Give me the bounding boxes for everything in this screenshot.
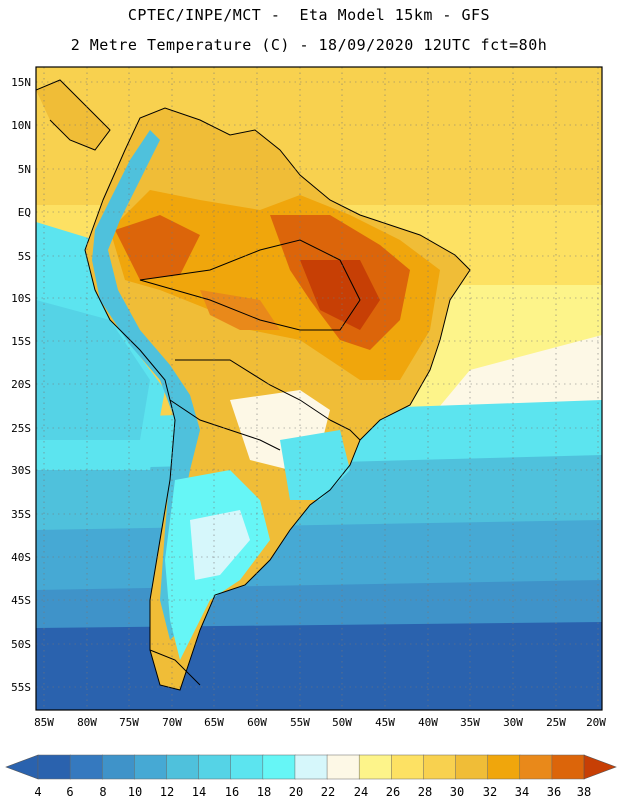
lat-label: 10N: [11, 119, 31, 132]
colorbar-low-arrow: [5, 754, 39, 780]
land-hot-west-amazon: [115, 215, 200, 280]
colorbar-label: 30: [450, 785, 464, 799]
lat-label: 45S: [11, 594, 31, 607]
colorbar-swatch: [326, 754, 360, 780]
lon-label: 75W: [119, 716, 139, 729]
graticule: [36, 67, 602, 710]
lon-label: 60W: [247, 716, 267, 729]
lon-label: 70W: [162, 716, 182, 729]
lon-label: 65W: [204, 716, 224, 729]
colorbar-swatch: [166, 754, 200, 780]
coastlines-borders: [36, 79, 471, 691]
lat-label: 30S: [11, 464, 31, 477]
brazil-west-border: [139, 239, 361, 331]
lat-label: 5S: [18, 250, 31, 263]
central-america-coast: [36, 79, 111, 151]
lon-label: 25W: [546, 716, 566, 729]
bolivia-paraguay-border: [175, 359, 331, 421]
colorbar-label: 12: [160, 785, 174, 799]
colorbar-swatch: [101, 754, 136, 780]
colorbar: 4 6 8 10 12 14 16 18 20 22 24 26 28 30 3…: [5, 754, 617, 799]
colorbar-label: 20: [289, 785, 303, 799]
colorbar-label: 36: [547, 785, 561, 799]
colorbar-swatch: [358, 754, 393, 780]
lat-label: 20S: [11, 378, 31, 391]
temperature-field: [36, 67, 602, 710]
colorbar-label: 14: [192, 785, 206, 799]
colorbar-label: 34: [515, 785, 529, 799]
colorbar-swatch: [69, 754, 103, 780]
lat-label: 15S: [11, 335, 31, 348]
lat-label: EQ: [18, 206, 31, 219]
lat-label: 25S: [11, 422, 31, 435]
colorbar-swatch: [487, 754, 521, 780]
ocean-band-4: [36, 622, 602, 710]
lon-label: 50W: [332, 716, 352, 729]
colorbar-swatch: [519, 754, 553, 780]
lon-label: 85W: [34, 716, 54, 729]
colorbar-label: 28: [418, 785, 432, 799]
latitude-labels: 15N 10N 5N EQ 5S 10S 15S 20S 25S 30S 35S…: [11, 76, 31, 694]
tierra-del-fuego: [149, 649, 201, 686]
colorbar-label: 22: [321, 785, 335, 799]
colorbar-swatch: [455, 754, 489, 780]
colorbar-swatch: [134, 754, 168, 780]
lon-label: 40W: [418, 716, 438, 729]
land-uruguay-cool: [280, 430, 350, 500]
colorbar-labels: 4 6 8 10 12 14 16 18 20 22 24 26 28 30 3…: [34, 785, 591, 799]
colorbar-swatch: [391, 754, 425, 780]
colorbar-high-arrow: [583, 754, 617, 780]
colorbar-swatches: [37, 754, 585, 780]
colorbar-swatch: [423, 754, 457, 780]
colorbar-swatch: [551, 754, 585, 780]
lon-label: 80W: [77, 716, 97, 729]
lon-label: 35W: [460, 716, 480, 729]
lon-label: 45W: [375, 716, 395, 729]
colorbar-label: 38: [577, 785, 591, 799]
colorbar-label: 18: [257, 785, 271, 799]
colorbar-label: 4: [34, 785, 41, 799]
colorbar-label: 10: [128, 785, 142, 799]
colorbar-swatch: [37, 754, 71, 780]
map-frame: [35, 66, 603, 711]
lat-label: 50S: [11, 638, 31, 651]
colorbar-label: 8: [99, 785, 106, 799]
colorbar-label: 32: [483, 785, 497, 799]
colorbar-label: 24: [354, 785, 368, 799]
argentina-north-border: [169, 399, 281, 451]
title-line-1: CPTEC/INPE/MCT - Eta Model 15km - GFS: [127, 6, 491, 24]
uruguay-border: [329, 419, 361, 441]
land-central-america: [36, 80, 110, 150]
lon-label: 55W: [290, 716, 310, 729]
lat-label: 15N: [11, 76, 31, 89]
colorbar-label: 16: [225, 785, 239, 799]
lat-label: 5N: [18, 163, 31, 176]
longitude-labels: 85W 80W 75W 70W 65W 60W 55W 50W 45W 40W …: [34, 716, 606, 729]
colorbar-swatch: [294, 754, 328, 780]
colorbar-swatch: [198, 754, 232, 780]
lat-label: 10S: [11, 292, 31, 305]
colorbar-swatch: [230, 754, 264, 780]
pacific-cool-water: [36, 300, 150, 440]
lon-label: 20W: [586, 716, 606, 729]
colorbar-swatch: [262, 754, 296, 780]
lat-label: 35S: [11, 508, 31, 521]
lat-label: 55S: [11, 681, 31, 694]
land-pampa-cool: [190, 510, 250, 580]
title-line-2: 2 Metre Temperature (C) - 18/09/2020 12U…: [70, 36, 548, 54]
lat-label: 40S: [11, 551, 31, 564]
colorbar-label: 26: [386, 785, 400, 799]
colorbar-label: 6: [66, 785, 73, 799]
lon-label: 30W: [503, 716, 523, 729]
land-hottest-core: [300, 260, 380, 330]
south-america-coast: [84, 107, 471, 691]
